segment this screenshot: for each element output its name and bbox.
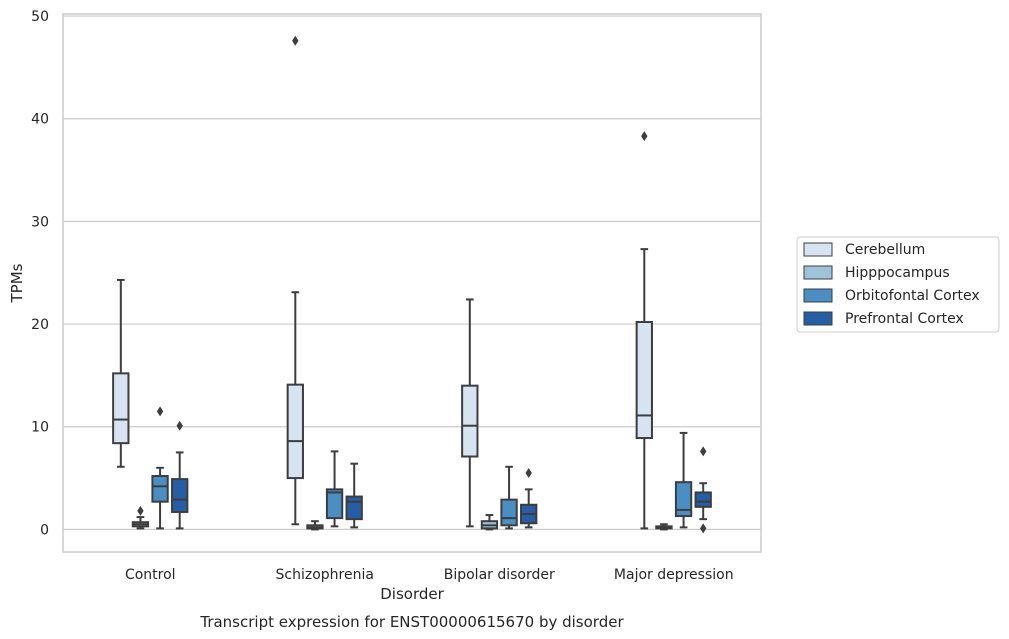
outlier-point [525,467,532,478]
x-axis-label: Disorder [380,585,444,603]
box-0-2 [461,298,479,528]
box-1-3 [655,523,673,531]
legend-swatch [803,265,833,280]
y-axis-label: TPMs [8,263,26,303]
outlier-point [292,35,299,46]
box-2-3 [674,431,693,529]
box-0-3 [635,131,653,530]
box-1-0 [131,505,150,530]
legend-entry-label: Cerebellum [845,242,925,258]
box-2-1 [325,450,344,528]
x-tick-label: Schizophrenia [276,567,374,583]
y-tick-label: 30 [31,214,49,230]
box-body [112,372,130,445]
box-1-1 [306,520,324,531]
box-2-0 [151,406,169,530]
legend: Cerebellum Hipppocampus Orbitofontal Corte… [796,236,1000,333]
y-tick-label: 20 [31,317,49,333]
y-tick-label: 40 [31,112,49,128]
box-body [286,383,304,480]
box-1-2 [480,514,499,531]
box-body [674,481,693,518]
box-0-1 [286,35,304,526]
box-3-3 [694,446,712,534]
outlier-point [699,446,707,457]
x-axis-ticks: Control Schizophrenia Bipolar disorder Majo… [125,567,734,583]
x-tick-label: Major depression [614,567,734,583]
legend-frame [796,236,1000,333]
legend-entry-label: Orbitofontal Cortex [845,288,980,304]
box-body [151,475,169,503]
y-tick-label: 0 [40,522,49,538]
box-0-0 [112,278,130,468]
box-body [694,491,712,508]
outlier-point [699,523,707,534]
chart-title: Transcript expression for ENST0000061567… [199,613,624,631]
y-axis-ticks: 0 10 20 30 40 50 [31,9,49,538]
box-body [635,321,653,440]
outlier-point [176,420,183,431]
box-body [345,495,363,521]
legend-swatch [803,311,833,326]
legend-entry-label: Prefrontal Cortex [845,311,964,327]
box-2-2 [500,465,518,530]
box-3-1 [345,462,363,529]
outlier-point [641,131,648,142]
box-3-2 [520,467,538,529]
outlier-point [137,505,144,516]
legend-swatch [803,288,833,303]
legend-entry-label: Hipppocampus [845,265,950,281]
box-3-0 [171,420,189,530]
box-body [325,488,344,520]
gridlines [63,15,761,531]
box-body [500,498,518,527]
y-tick-label: 10 [31,420,49,436]
boxes [112,35,712,534]
y-tick-label: 50 [31,9,49,25]
box-body [461,384,479,458]
outlier-point [156,406,164,417]
box-body [171,478,189,513]
legend-swatch [803,242,833,257]
x-tick-label: Bipolar disorder [444,567,555,583]
plot-area-frame [62,13,762,553]
x-tick-label: Control [125,567,176,583]
